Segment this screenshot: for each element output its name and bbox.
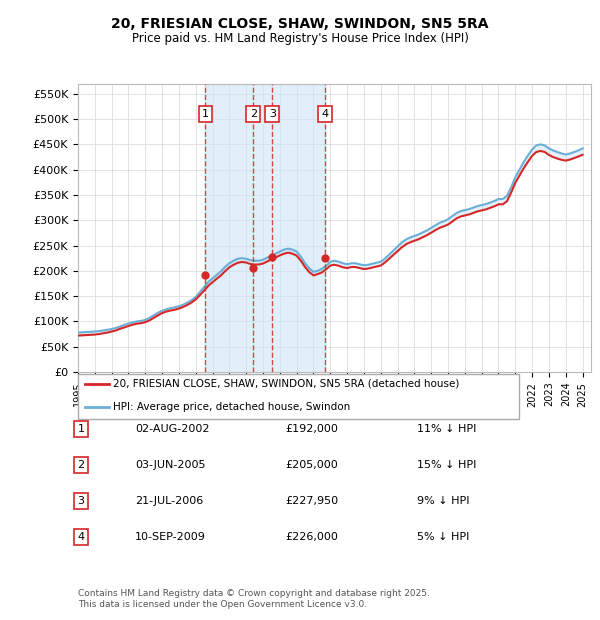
Text: 15% ↓ HPI: 15% ↓ HPI	[417, 460, 476, 470]
Text: 4: 4	[322, 109, 329, 119]
Text: Contains HM Land Registry data © Crown copyright and database right 2025.
This d: Contains HM Land Registry data © Crown c…	[78, 590, 430, 609]
Text: 2: 2	[77, 460, 85, 470]
Text: 2: 2	[250, 109, 257, 119]
Text: HPI: Average price, detached house, Swindon: HPI: Average price, detached house, Swin…	[113, 402, 350, 412]
Text: 21-JUL-2006: 21-JUL-2006	[135, 496, 203, 506]
Text: 1: 1	[202, 109, 209, 119]
Text: 20, FRIESIAN CLOSE, SHAW, SWINDON, SN5 5RA: 20, FRIESIAN CLOSE, SHAW, SWINDON, SN5 5…	[111, 17, 489, 30]
Text: 02-AUG-2002: 02-AUG-2002	[135, 424, 209, 434]
Text: Price paid vs. HM Land Registry's House Price Index (HPI): Price paid vs. HM Land Registry's House …	[131, 32, 469, 45]
Text: 10-SEP-2009: 10-SEP-2009	[135, 532, 206, 542]
Text: 11% ↓ HPI: 11% ↓ HPI	[417, 424, 476, 434]
Text: 20, FRIESIAN CLOSE, SHAW, SWINDON, SN5 5RA (detached house): 20, FRIESIAN CLOSE, SHAW, SWINDON, SN5 5…	[113, 379, 460, 389]
Text: 5% ↓ HPI: 5% ↓ HPI	[417, 532, 469, 542]
Bar	[205, 84, 325, 372]
Text: 1: 1	[77, 424, 85, 434]
Text: 3: 3	[269, 109, 276, 119]
Text: 4: 4	[77, 532, 85, 542]
Text: £227,950: £227,950	[285, 496, 338, 506]
Text: 9% ↓ HPI: 9% ↓ HPI	[417, 496, 469, 506]
Text: 3: 3	[77, 496, 85, 506]
FancyBboxPatch shape	[78, 374, 519, 419]
Text: 03-JUN-2005: 03-JUN-2005	[135, 460, 205, 470]
Text: £205,000: £205,000	[285, 460, 338, 470]
Text: £192,000: £192,000	[285, 424, 338, 434]
Text: £226,000: £226,000	[285, 532, 338, 542]
